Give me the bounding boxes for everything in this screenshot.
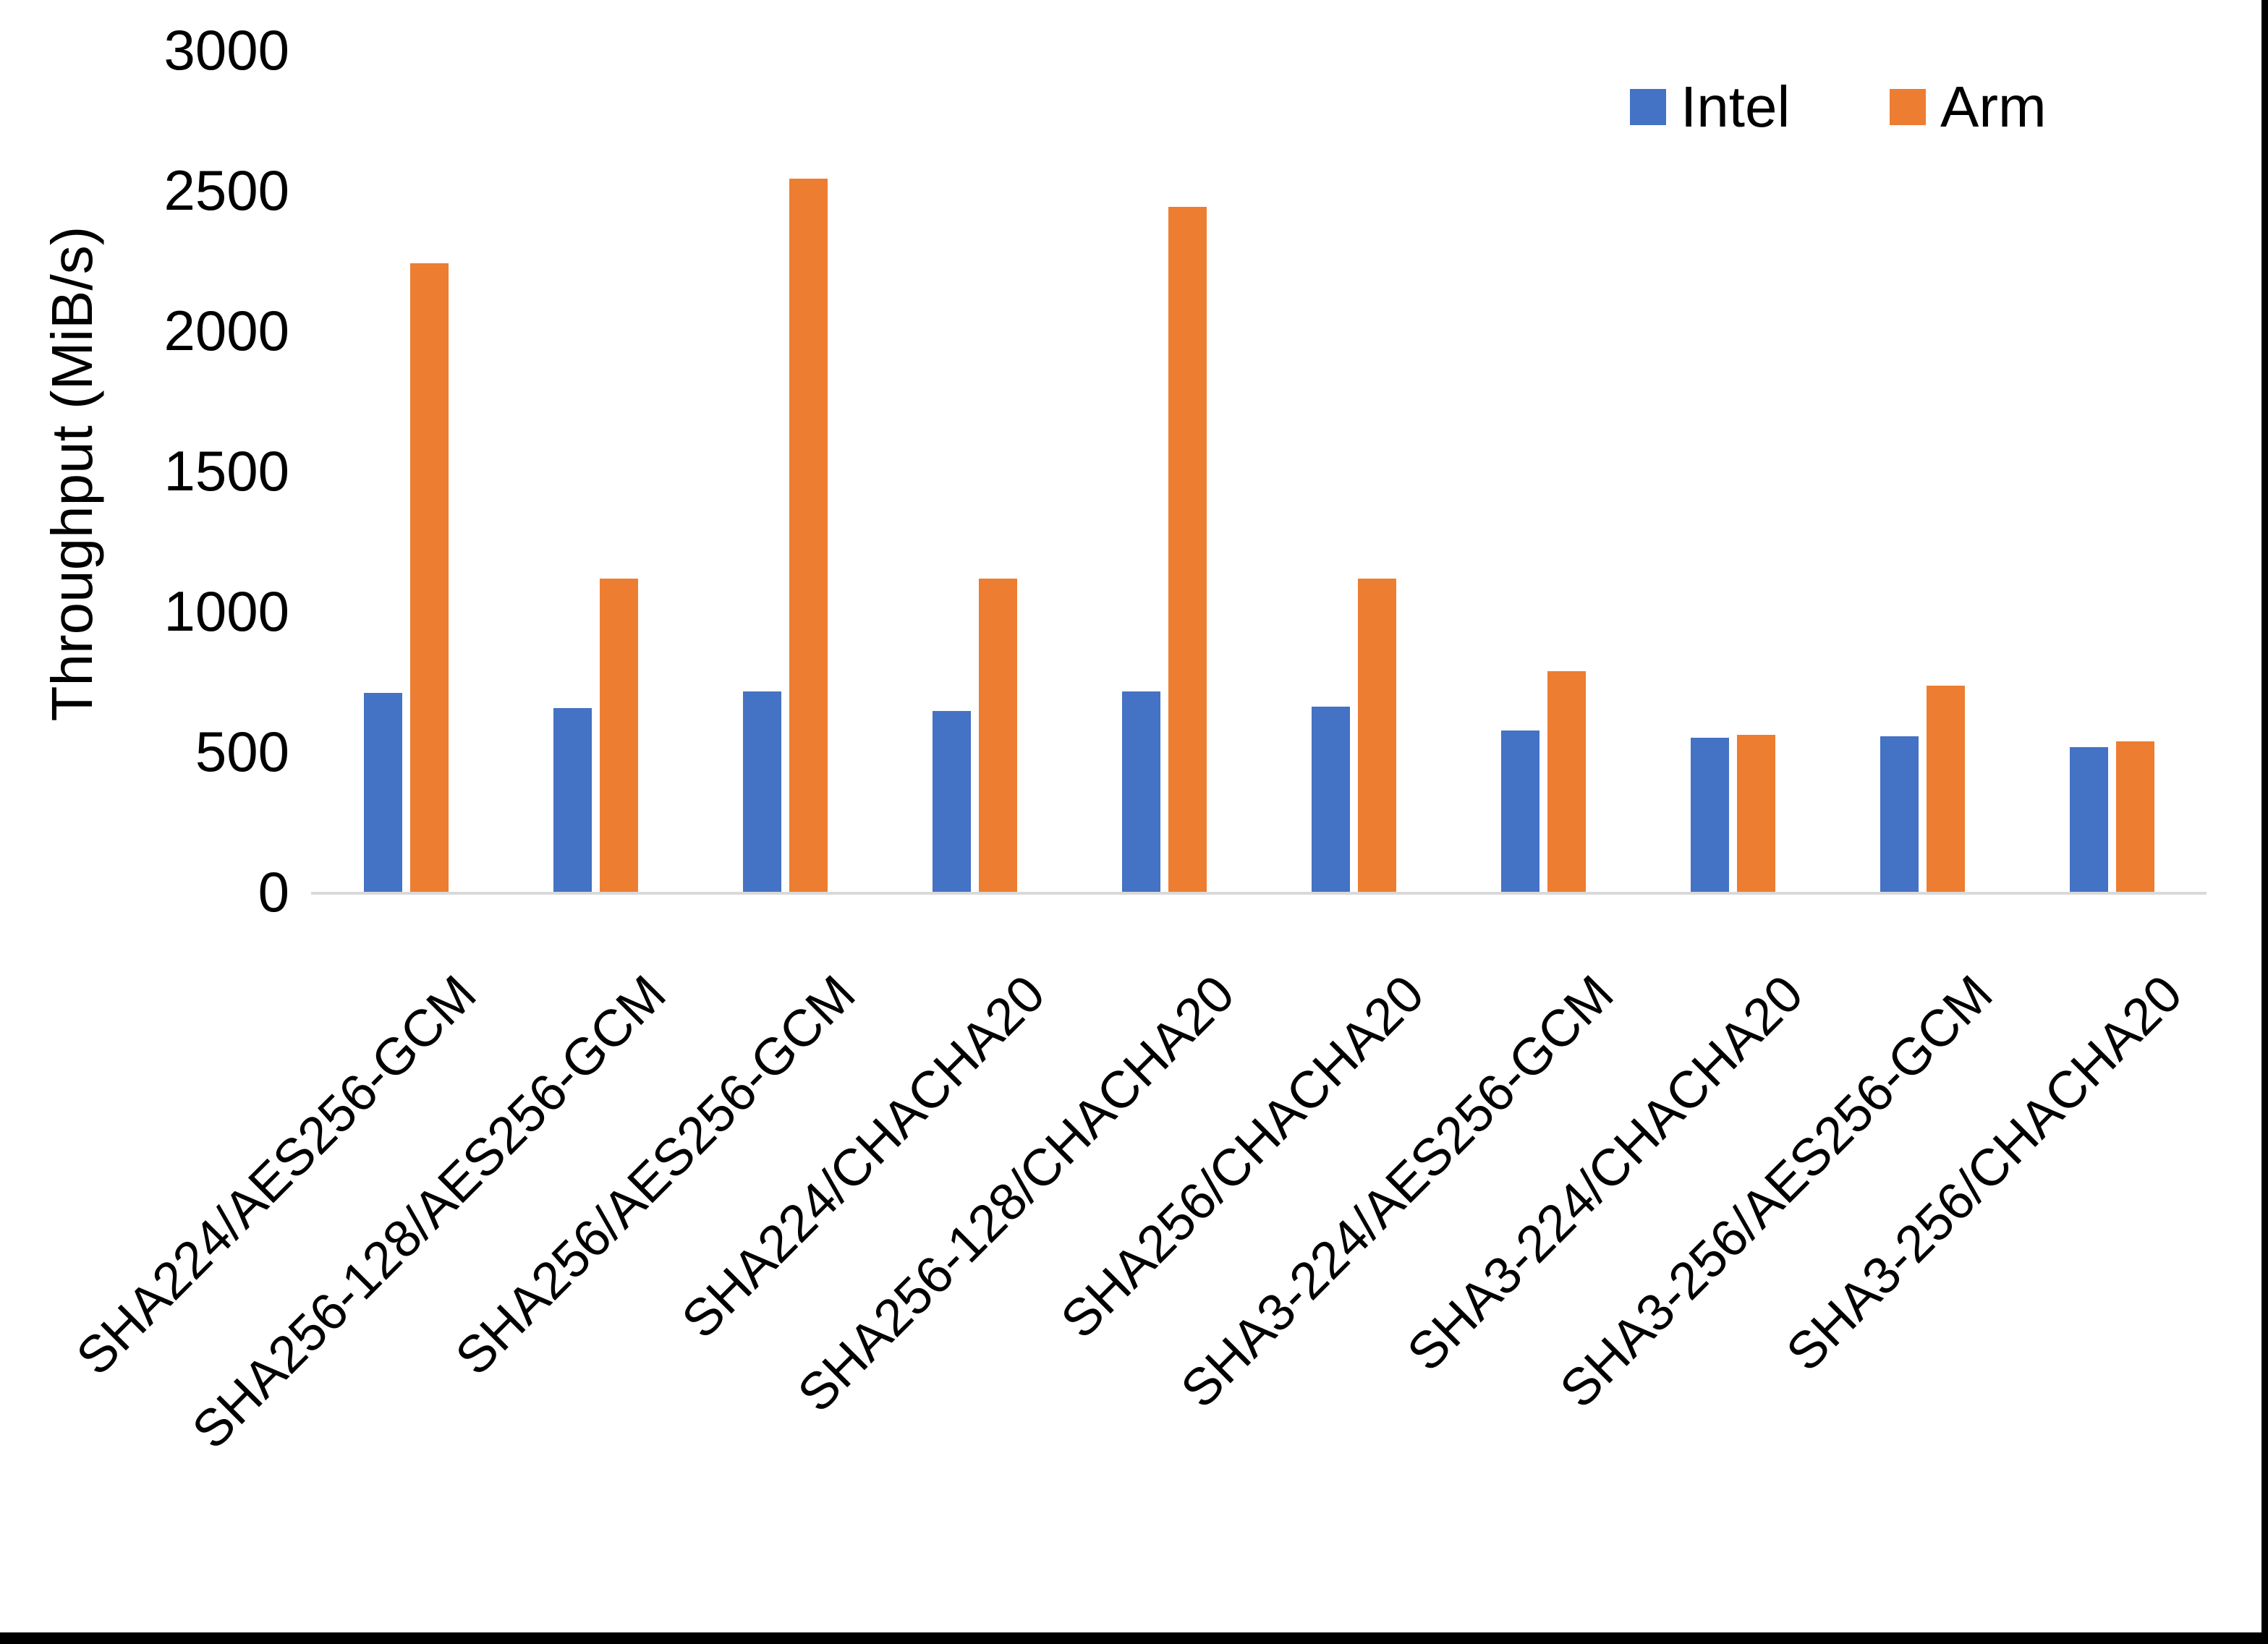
legend-label: Arm (1940, 74, 2047, 139)
bar-intel-5 (1311, 707, 1350, 892)
bar-intel-0 (363, 693, 402, 892)
screen-border-bottom (0, 1632, 2268, 1644)
bar-arm-1 (599, 579, 638, 892)
legend-label: Intel (1681, 74, 1791, 139)
bar-arm-6 (1547, 671, 1586, 892)
bar-arm-8 (1926, 686, 1965, 892)
y-tick-label: 1000 (163, 579, 289, 643)
y-tick-label: 2000 (163, 299, 289, 362)
bar-intel-8 (1880, 736, 1919, 892)
bar-arm-7 (1736, 735, 1775, 892)
y-tick-label: 0 (258, 860, 289, 924)
legend-item-arm: Arm (1890, 72, 2047, 142)
bar-arm-3 (978, 579, 1017, 892)
x-category-label: SHA3-256/CHACHA20 (1775, 964, 2193, 1382)
x-category-label: SHA256/CHACHA20 (1050, 964, 1435, 1350)
bar-intel-9 (2069, 747, 2108, 892)
screen-border-right (2261, 0, 2268, 1644)
y-tick-label: 3000 (163, 18, 289, 82)
bar-arm-0 (409, 263, 449, 892)
bar-intel-1 (553, 708, 592, 892)
y-tick-label: 500 (195, 720, 289, 783)
legend-swatch-intel (1630, 89, 1666, 125)
legend-swatch-arm (1890, 89, 1926, 125)
bar-intel-2 (742, 691, 781, 892)
x-category-label: SHA224/CHACHA20 (671, 964, 1056, 1350)
y-tick-label: 1500 (163, 439, 289, 503)
bar-arm-4 (1168, 207, 1207, 892)
y-tick-label: 2500 (163, 158, 289, 222)
bar-intel-4 (1121, 691, 1160, 892)
bar-intel-3 (932, 711, 971, 892)
x-axis-line (311, 892, 2207, 895)
bar-arm-2 (789, 179, 828, 892)
bar-arm-9 (2115, 741, 2154, 892)
bar-arm-5 (1357, 579, 1396, 892)
bar-intel-7 (1690, 738, 1729, 892)
bar-intel-6 (1500, 731, 1539, 892)
legend-item-intel: Intel (1630, 72, 1790, 142)
